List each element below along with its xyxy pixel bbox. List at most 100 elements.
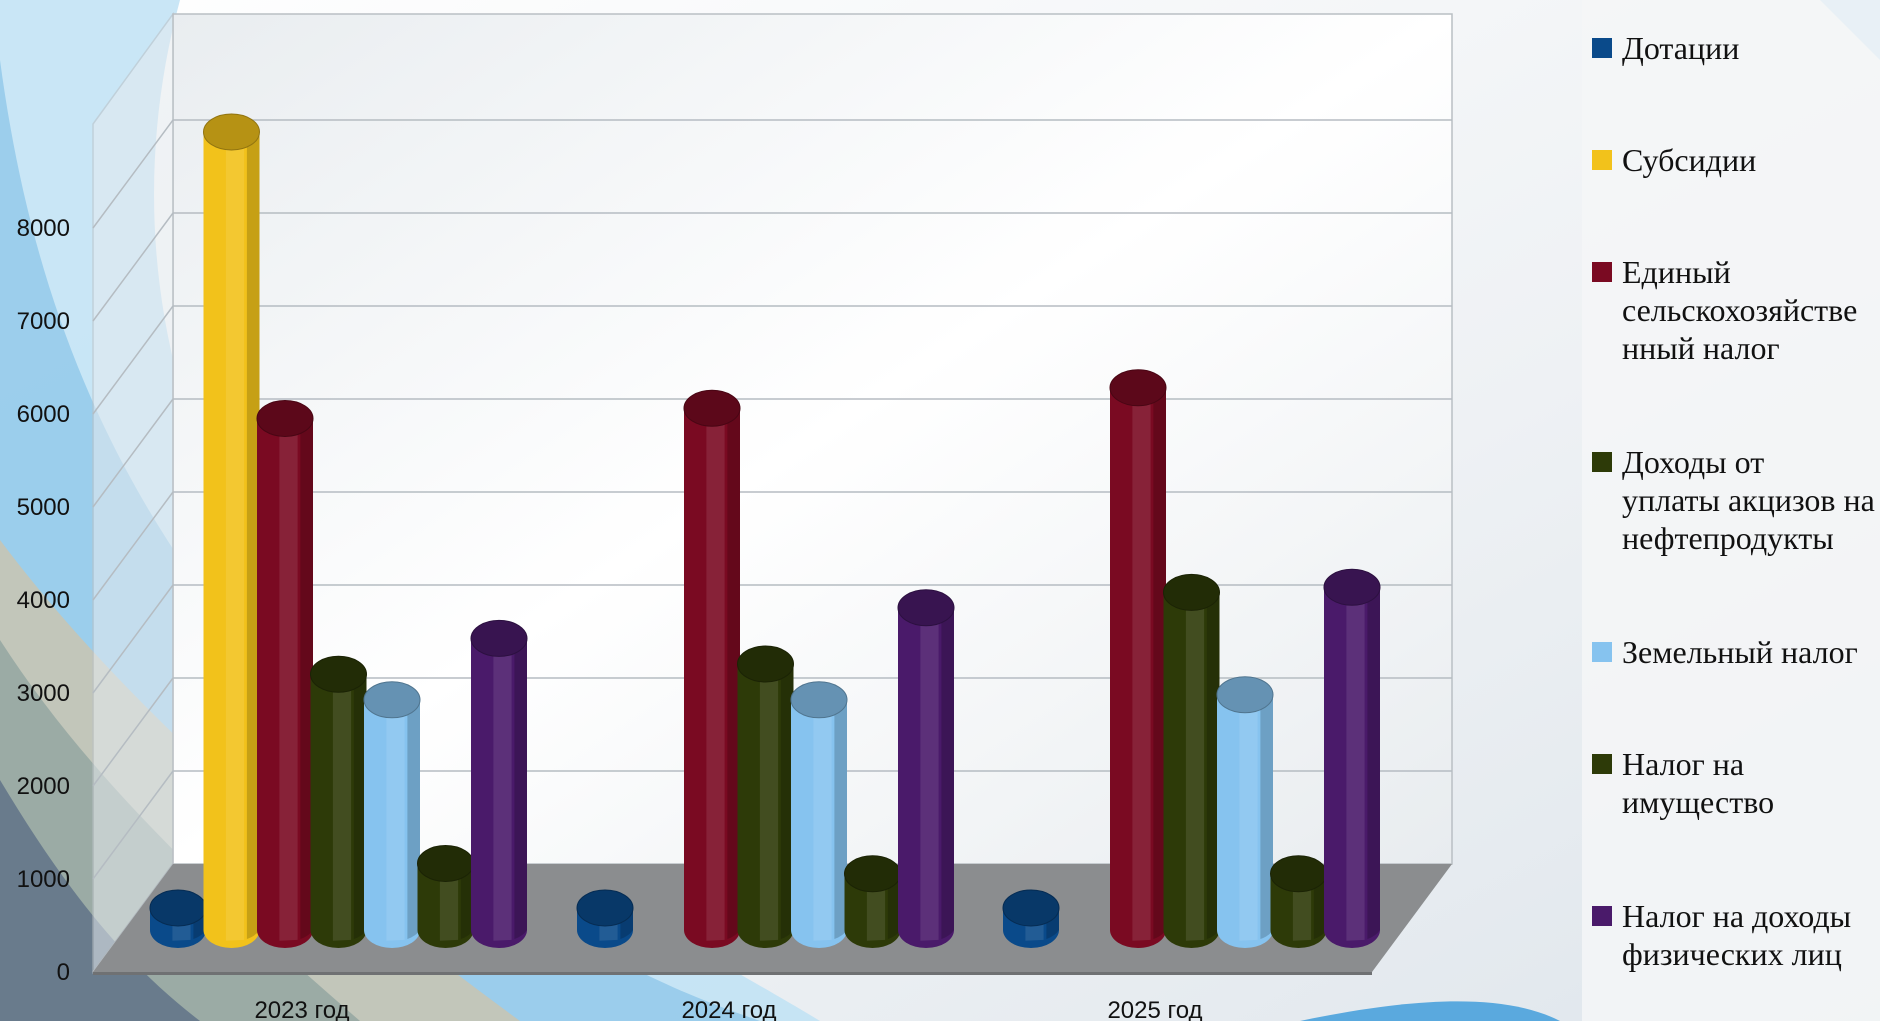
bar-shade bbox=[353, 674, 367, 939]
bar-top bbox=[1002, 889, 1060, 927]
bar-highlight bbox=[920, 607, 939, 941]
bar bbox=[790, 681, 848, 948]
y-tick-label: 7000 bbox=[17, 308, 70, 335]
y-tick-label: 2000 bbox=[17, 773, 70, 800]
bar-highlight bbox=[386, 699, 405, 941]
bar-shade bbox=[460, 863, 474, 939]
gridline-side bbox=[92, 119, 174, 229]
legend-label: сельскохозяйстве bbox=[1622, 292, 1857, 328]
y-tick-label: 1000 bbox=[17, 866, 70, 893]
y-tick-label: 6000 bbox=[17, 401, 70, 428]
bar-top bbox=[470, 619, 528, 657]
legend-swatch bbox=[1592, 38, 1612, 58]
bar bbox=[1002, 889, 1060, 948]
y-tick-label: 0 bbox=[57, 959, 70, 986]
bar-shade bbox=[1260, 694, 1273, 939]
bar-shade bbox=[780, 664, 794, 939]
bar bbox=[1270, 855, 1327, 948]
legend-label: уплаты акцизов на bbox=[1622, 482, 1875, 518]
y-tick-label: 4000 bbox=[17, 587, 70, 614]
legend-label: нный налог bbox=[1622, 330, 1780, 366]
bar-top bbox=[1163, 573, 1220, 611]
y-tick-label: 5000 bbox=[17, 494, 70, 521]
bar bbox=[203, 113, 260, 948]
y-tick-label: 8000 bbox=[17, 215, 70, 242]
bar bbox=[256, 399, 314, 948]
bar-shade bbox=[1367, 587, 1380, 939]
bar bbox=[470, 619, 528, 948]
bar bbox=[149, 889, 207, 948]
bar-top bbox=[149, 889, 207, 927]
legend-swatch bbox=[1592, 754, 1612, 774]
x-category-label: 2025 год bbox=[1107, 997, 1202, 1021]
bar-shade bbox=[246, 132, 260, 939]
legend-swatch bbox=[1592, 906, 1612, 926]
bar bbox=[417, 845, 474, 948]
bar-top bbox=[363, 681, 421, 719]
legend-label: Земельный налог bbox=[1622, 634, 1858, 670]
legend: Дотации Субсидии Единыйсельскохозяйственны… bbox=[1582, 0, 1880, 1021]
gridline-side bbox=[92, 677, 174, 787]
x-axis-categories: 2023 год 2024 год 2025 год bbox=[254, 997, 1202, 1021]
bar-top bbox=[417, 845, 474, 882]
gridline-side bbox=[92, 491, 174, 601]
x-category-label: 2024 год bbox=[681, 997, 776, 1021]
bars bbox=[149, 113, 1381, 948]
bar bbox=[363, 681, 421, 948]
legend-label: нефтепродукты bbox=[1622, 520, 1834, 556]
floor-edge bbox=[93, 972, 1372, 975]
bar-top bbox=[683, 389, 741, 427]
bar bbox=[310, 655, 367, 948]
legend-panel bbox=[1582, 0, 1880, 1021]
legend-label: Налог на bbox=[1622, 746, 1744, 782]
bar-shade bbox=[1206, 592, 1220, 939]
legend-swatch bbox=[1592, 262, 1612, 282]
bar bbox=[1163, 573, 1220, 948]
bar-shade bbox=[1153, 387, 1166, 939]
bar-top bbox=[844, 855, 901, 893]
legend-label: Дотации bbox=[1622, 30, 1739, 66]
bar-highlight bbox=[439, 863, 459, 941]
bar-shade bbox=[300, 418, 313, 939]
bar-highlight bbox=[1132, 387, 1151, 941]
legend-item: Земельный налог bbox=[1592, 634, 1858, 670]
legend-label: Субсидии bbox=[1622, 142, 1756, 178]
bar-top bbox=[310, 655, 367, 693]
gridline-side bbox=[92, 305, 174, 415]
bar-shade bbox=[727, 408, 740, 939]
bar bbox=[737, 645, 794, 948]
bar-top bbox=[897, 589, 955, 627]
bar-shade bbox=[407, 699, 420, 939]
bar-highlight bbox=[759, 664, 779, 941]
legend-item: Субсидии bbox=[1592, 142, 1756, 178]
bar-highlight bbox=[813, 699, 832, 941]
bar-top bbox=[1109, 369, 1167, 407]
bar-top bbox=[1270, 855, 1327, 893]
bar bbox=[897, 589, 955, 948]
legend-swatch bbox=[1592, 452, 1612, 472]
bar-highlight bbox=[493, 638, 512, 941]
bar-top bbox=[737, 645, 794, 683]
bar-top bbox=[1323, 568, 1381, 606]
bar-highlight bbox=[1346, 587, 1365, 941]
legend-label: Налог на доходы bbox=[1622, 898, 1851, 934]
gridline-side bbox=[92, 770, 174, 880]
legend-label: физических лиц bbox=[1622, 936, 1842, 972]
gridline-side bbox=[92, 398, 174, 508]
bar-highlight bbox=[225, 132, 245, 941]
y-axis-ticks: 0 1000 2000 3000 4000 5000 6000 7000 8000 bbox=[17, 215, 70, 986]
bar-highlight bbox=[279, 418, 298, 941]
bar-shade bbox=[887, 873, 901, 939]
gridline-side bbox=[92, 584, 174, 694]
bar-shade bbox=[514, 638, 527, 939]
side-wall bbox=[92, 11, 174, 975]
bar bbox=[844, 855, 901, 948]
bar-highlight bbox=[706, 408, 725, 941]
bar-shade bbox=[941, 607, 954, 939]
bar-highlight bbox=[1185, 592, 1205, 941]
